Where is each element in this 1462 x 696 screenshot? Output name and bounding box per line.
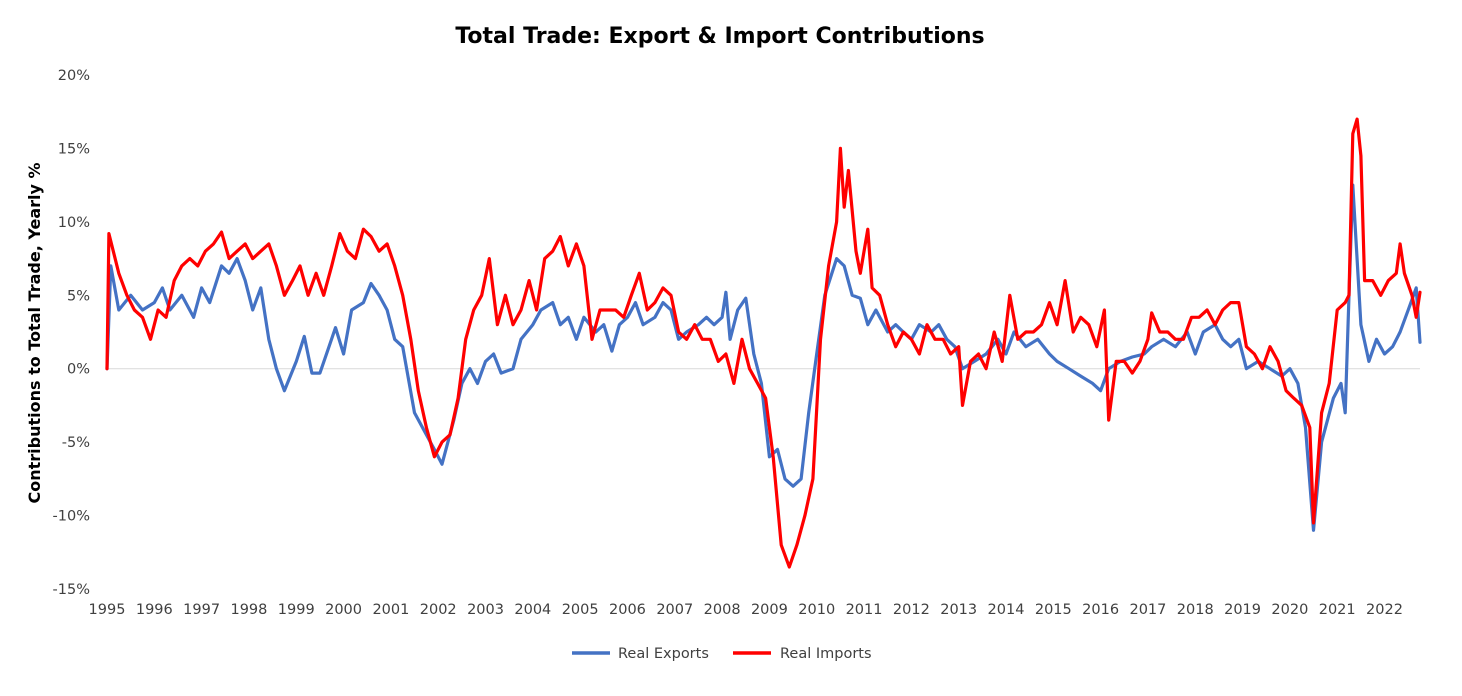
y-tick-label: 0% [67,362,90,378]
x-tick-label: 1996 [136,602,173,618]
x-tick-label: 2007 [656,602,693,618]
legend-label: Real Exports [618,646,709,662]
x-tick-label: 2004 [514,602,551,618]
legend: Real Exports Real Imports [572,646,872,662]
series-line-real-imports [105,117,1422,569]
x-tick-label: 2019 [1224,602,1261,618]
x-tick-label: 2005 [562,602,599,618]
x-tick-label: 1997 [183,602,220,618]
y-tick-label: 15% [58,141,90,157]
x-axis-ticks: 1995 1996 1997 1998 1999 2000 2001 2002 2003 2004… [89,602,1403,618]
x-tick-label: 2012 [893,602,930,618]
legend-label: Real Imports [780,646,872,662]
y-axis-label: Contributions to Total Trade, Yearly % [25,162,44,503]
x-tick-label: 2021 [1319,602,1356,618]
series-line-real-exports [105,183,1422,532]
y-tick-label: -5% [62,435,90,451]
x-tick-label: 2001 [372,602,409,618]
x-tick-label: 2013 [940,602,977,618]
x-tick-label: 2009 [751,602,788,618]
x-tick-label: 2008 [704,602,741,618]
y-tick-label: -15% [53,582,90,598]
x-tick-label: 2014 [988,602,1025,618]
x-tick-label: 2022 [1366,602,1403,618]
x-tick-label: 1995 [89,602,126,618]
x-tick-label: 1998 [230,602,267,618]
x-tick-label: 2020 [1271,602,1308,618]
x-tick-label: 2018 [1177,602,1214,618]
x-tick-label: 2017 [1129,602,1166,618]
series-lines [105,117,1422,569]
x-tick-label: 1999 [278,602,315,618]
x-tick-label: 2000 [325,602,362,618]
x-tick-label: 2006 [609,602,646,618]
chart-title: Total Trade: Export & Import Contributio… [455,24,984,49]
x-tick-label: 2011 [846,602,883,618]
y-tick-label: 5% [67,288,90,304]
x-tick-label: 2003 [467,602,504,618]
x-tick-label: 2010 [798,602,835,618]
y-tick-label: 10% [58,215,90,231]
x-tick-label: 2016 [1082,602,1119,618]
y-tick-label: 20% [58,68,90,84]
y-axis-ticks: 20% 15% 10% 5% 0% -5% -10% -15% [53,68,90,598]
x-tick-label: 2002 [420,602,457,618]
x-tick-label: 2015 [1035,602,1072,618]
y-tick-label: -10% [53,509,90,525]
